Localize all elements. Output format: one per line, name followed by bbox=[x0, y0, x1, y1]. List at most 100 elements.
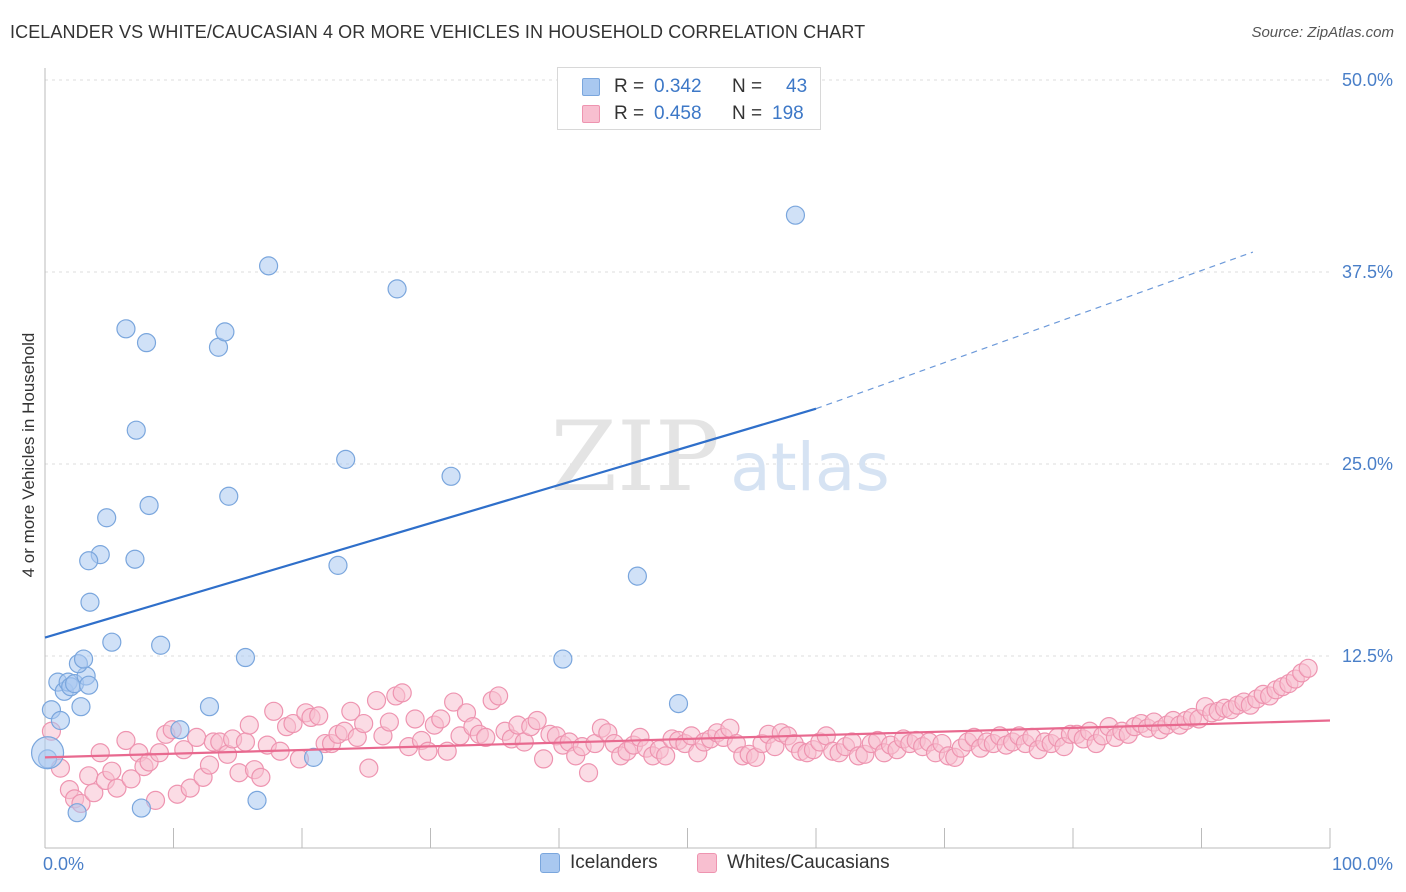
point-white bbox=[199, 755, 220, 775]
point-icelander bbox=[126, 420, 146, 440]
y-tick-label: 12.5% bbox=[1342, 646, 1393, 666]
y-tick-label: 50.0% bbox=[1342, 70, 1393, 90]
y-tick-label: 37.5% bbox=[1342, 262, 1393, 282]
point-icelander bbox=[67, 803, 87, 823]
trend-line-icelanders-extension bbox=[815, 251, 1254, 410]
point-icelander bbox=[139, 495, 159, 516]
point-white bbox=[180, 778, 200, 798]
point-white bbox=[235, 732, 256, 752]
point-icelander bbox=[387, 279, 407, 299]
grid-lines bbox=[45, 79, 1330, 657]
watermark-zip: ZIP bbox=[550, 401, 719, 513]
legend-label-icelanders: Icelanders bbox=[570, 852, 658, 873]
point-icelander bbox=[131, 798, 151, 818]
series-legend: Icelanders Whites/Caucasians bbox=[0, 852, 1406, 878]
point-icelander bbox=[73, 649, 94, 669]
point-icelander bbox=[258, 256, 279, 276]
legend-r-label: R = bbox=[614, 103, 645, 124]
point-white bbox=[418, 741, 438, 761]
point-white bbox=[405, 709, 425, 729]
legend-swatch-whites bbox=[582, 105, 600, 123]
legend-r-value: 0.342 bbox=[654, 76, 702, 97]
point-white bbox=[444, 692, 464, 712]
trend-lines bbox=[44, 251, 1331, 759]
point-icelander bbox=[553, 649, 573, 669]
point-white bbox=[392, 683, 412, 703]
point-icelander bbox=[235, 647, 256, 668]
legend-n-value: 198 bbox=[772, 103, 804, 124]
point-icelander bbox=[71, 697, 91, 717]
point-icelander bbox=[785, 205, 806, 225]
point-icelander bbox=[79, 551, 99, 571]
legend-r-label: R = bbox=[614, 76, 645, 97]
point-white bbox=[264, 701, 284, 721]
point-white bbox=[251, 767, 271, 787]
point-white bbox=[489, 686, 509, 706]
y-tick-label: 25.0% bbox=[1342, 454, 1393, 474]
source-label: Source: ZipAtlas.com bbox=[1251, 24, 1394, 41]
legend-item-icelanders: Icelanders bbox=[540, 852, 658, 874]
point-icelander bbox=[116, 319, 136, 339]
point-white bbox=[283, 713, 303, 734]
correlation-legend: R = 0.342 N = 43 R = 0.458 N = 198 bbox=[557, 67, 821, 130]
point-icelander bbox=[247, 790, 267, 810]
point-icelander bbox=[328, 555, 348, 575]
points-icelanders bbox=[30, 205, 806, 823]
watermark-atlas: atlas bbox=[730, 429, 890, 506]
point-white bbox=[187, 727, 207, 748]
point-icelander bbox=[336, 449, 356, 469]
point-white bbox=[116, 730, 136, 751]
point-white bbox=[431, 709, 451, 729]
legend-row-whites: R = 0.458 N = 198 bbox=[582, 101, 804, 127]
point-icelander bbox=[441, 466, 461, 486]
point-white bbox=[366, 690, 387, 711]
point-white bbox=[379, 712, 399, 732]
point-icelander bbox=[215, 322, 235, 342]
point-icelander bbox=[80, 592, 100, 612]
point-icelander bbox=[102, 632, 122, 652]
point-white bbox=[1298, 658, 1318, 678]
point-icelander bbox=[170, 720, 190, 740]
point-icelander bbox=[303, 747, 324, 767]
legend-swatch-icelanders bbox=[582, 78, 600, 96]
point-icelander bbox=[136, 333, 157, 353]
axes bbox=[44, 68, 1331, 849]
legend-n-label: N = bbox=[732, 76, 763, 97]
point-white bbox=[533, 749, 554, 769]
point-white bbox=[239, 715, 259, 735]
point-white bbox=[656, 746, 676, 766]
point-white bbox=[107, 778, 127, 798]
point-icelander bbox=[668, 694, 689, 714]
point-white bbox=[341, 701, 361, 721]
points-whites-caucasians bbox=[41, 658, 1318, 814]
point-white bbox=[527, 710, 547, 731]
point-white bbox=[578, 763, 599, 783]
trend-line-whites bbox=[44, 719, 1331, 759]
point-icelander bbox=[151, 635, 171, 655]
point-white bbox=[359, 758, 379, 778]
legend-n-label: N = bbox=[732, 103, 763, 124]
point-white bbox=[149, 743, 169, 763]
legend-label-whites: Whites/Caucasians bbox=[727, 852, 890, 873]
legend-n-value: 43 bbox=[786, 76, 808, 97]
legend-item-whites: Whites/Caucasians bbox=[697, 852, 890, 874]
x-tick-label: 100.0% bbox=[1332, 854, 1393, 874]
point-white bbox=[309, 706, 329, 726]
point-white bbox=[84, 783, 104, 803]
legend-r-value: 0.458 bbox=[654, 103, 702, 124]
point-icelander bbox=[97, 508, 117, 528]
point-white bbox=[102, 761, 122, 781]
point-icelander bbox=[79, 675, 99, 695]
point-icelander bbox=[125, 549, 145, 569]
y-axis-label: 4 or more Vehicles in Household bbox=[19, 333, 38, 578]
point-white bbox=[354, 713, 374, 734]
tick-labels: 12.5% 25.0% 37.5% 50.0% 0.0% 100.0% bbox=[43, 70, 1393, 874]
legend-row-icelanders: R = 0.342 N = 43 bbox=[582, 74, 807, 100]
point-icelander bbox=[50, 710, 71, 731]
x-tick-label: 0.0% bbox=[43, 854, 84, 874]
point-white bbox=[476, 727, 496, 748]
point-icelander bbox=[199, 697, 220, 717]
trend-line-icelanders bbox=[44, 407, 817, 639]
point-icelander bbox=[627, 566, 647, 586]
